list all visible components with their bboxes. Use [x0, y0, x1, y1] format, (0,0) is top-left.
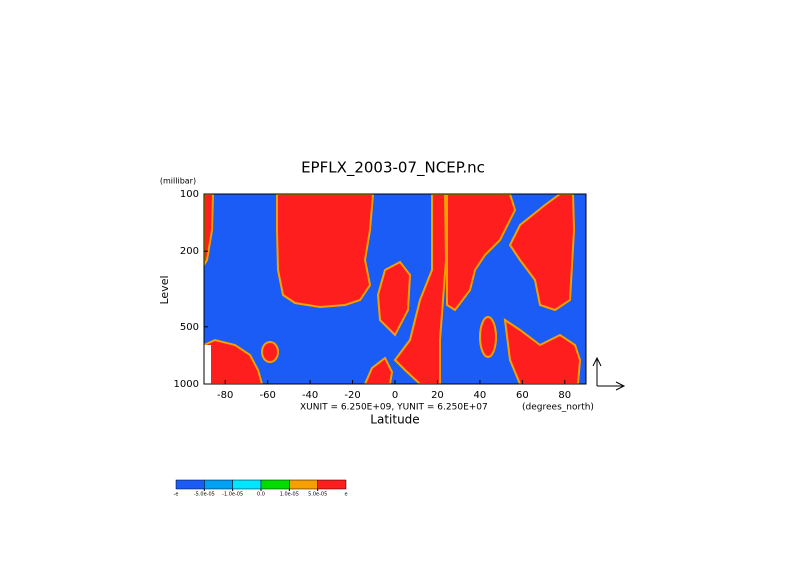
missing-data — [204, 345, 211, 384]
contour-region — [479, 316, 497, 358]
contour-region — [276, 194, 375, 309]
y-tick-label: 500 — [180, 322, 199, 333]
contour-region — [503, 317, 582, 384]
colorbar-label: 1.0e-05 — [280, 492, 299, 498]
y-units: (millibar) — [160, 177, 196, 186]
x-tick-label: 40 — [474, 390, 487, 401]
contour-region — [204, 338, 264, 384]
scale-note: XUNIT = 6.250E+09, YUNIT = 6.250E+07 — [300, 403, 488, 413]
colorbar-box — [289, 479, 318, 490]
colorbar-box — [260, 479, 290, 490]
colorbar-box — [317, 479, 347, 490]
colorbar-label: e — [344, 492, 347, 498]
contour-region — [261, 341, 279, 363]
axis-arrows — [592, 356, 626, 391]
x-tick-label: -20 — [344, 390, 360, 401]
x-tick-label: 0 — [392, 390, 398, 401]
y-tick-label: 1000 — [174, 379, 199, 390]
x-units: (degrees_north) — [522, 403, 594, 413]
colorbar-label: -1.0e-05 — [222, 492, 243, 498]
colorbar-box — [232, 479, 262, 490]
x-label: Latitude — [370, 413, 419, 427]
colorbar-label: -e — [174, 492, 179, 498]
contour-region — [446, 194, 517, 312]
y-arrow — [592, 356, 602, 386]
contour-field — [204, 194, 586, 384]
x-tick-label: -60 — [259, 390, 275, 401]
colorbar-label: -5.0e-05 — [194, 492, 215, 498]
contour-region — [363, 356, 394, 384]
contour-region — [204, 194, 215, 267]
colorbar-box — [204, 479, 233, 490]
x-arrow — [597, 381, 626, 391]
x-tick-label: 60 — [516, 390, 529, 401]
colorbar-box — [175, 479, 205, 490]
y-label: Level — [158, 275, 171, 304]
chart-title: EPFLX_2003-07_NCEP.nc — [301, 159, 485, 178]
colorbar-label: 0.0 — [257, 492, 265, 498]
y-tick-label: 200 — [180, 246, 199, 257]
contour-region — [508, 194, 576, 312]
contour-region — [376, 260, 412, 337]
y-tick-label: 100 — [180, 189, 199, 200]
x-tick-label: -80 — [217, 390, 233, 401]
x-tick-label: 20 — [431, 390, 444, 401]
colorbar-label: 5.0e-05 — [308, 492, 327, 498]
x-tick-label: 80 — [558, 390, 571, 401]
x-tick-label: -40 — [302, 390, 318, 401]
